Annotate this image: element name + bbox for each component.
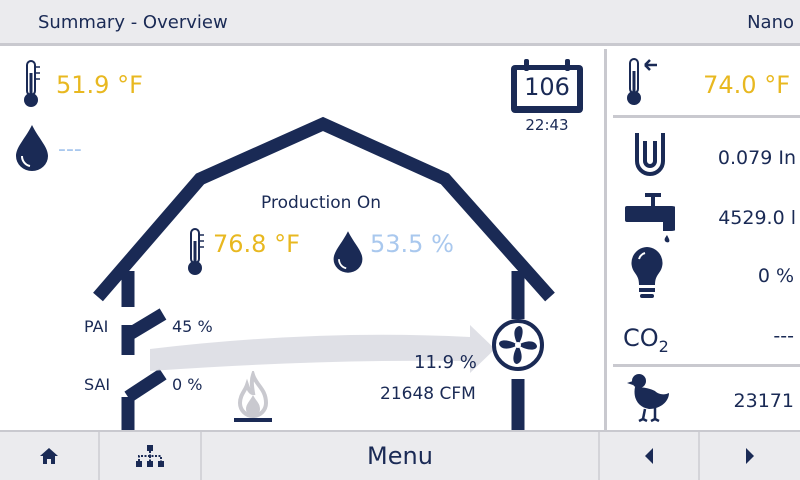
arrow-left-icon xyxy=(645,448,653,464)
water-tap-icon xyxy=(625,193,675,243)
title-bar: Summary - Overview Nano xyxy=(0,0,800,46)
sidebar: 74.0 °F 0.079 In 4529.0 l 0 % CO2 --- 23… xyxy=(607,49,800,430)
inside-thermometer-icon xyxy=(188,228,204,275)
co2-value: --- xyxy=(773,325,794,347)
light-bulb-icon xyxy=(631,247,663,298)
nav-separator xyxy=(698,432,700,480)
inside-temperature: 76.8 °F xyxy=(213,230,300,258)
barn-outline xyxy=(93,116,555,430)
menu-button[interactable]: Menu xyxy=(202,432,598,480)
bottom-navigation: Menu xyxy=(0,430,800,480)
sai-value: 0 % xyxy=(172,375,203,394)
nav-separator xyxy=(200,432,202,480)
nav-separator xyxy=(598,432,600,480)
device-name: Nano xyxy=(747,12,794,33)
calendar-icon xyxy=(511,59,583,113)
animal-count: 23171 xyxy=(733,390,794,412)
clock-time: 22:43 xyxy=(525,116,569,134)
inside-humidity: 53.5 % xyxy=(370,230,454,258)
panel-divider xyxy=(604,49,607,430)
thermometer-icon xyxy=(24,60,40,107)
airflow-cfm: 21648 CFM xyxy=(380,384,476,404)
co2-label-main: CO xyxy=(623,324,659,352)
co2-label: CO2 xyxy=(623,324,669,356)
overview-panel: 51.9 °F --- 106 22:43 Production On xyxy=(0,49,604,430)
menu-label: Menu xyxy=(367,442,433,470)
production-status: Production On xyxy=(261,193,382,213)
target-temperature: 74.0 °F xyxy=(703,71,790,99)
next-button[interactable] xyxy=(700,432,800,480)
home-button[interactable] xyxy=(0,432,98,480)
sidebar-divider xyxy=(613,115,800,118)
heater-flame-icon xyxy=(234,371,272,422)
network-icon xyxy=(136,445,164,467)
fan-icon xyxy=(492,319,544,371)
sidebar-divider xyxy=(613,364,800,367)
arrow-right-icon xyxy=(746,448,754,464)
light-intensity: 0 % xyxy=(757,265,794,287)
static-pressure: 0.079 In xyxy=(717,147,796,169)
nav-separator xyxy=(98,432,100,480)
inside-humidity-drop-icon xyxy=(333,231,363,273)
page-title: Summary - Overview xyxy=(38,12,228,33)
pai-value: 45 % xyxy=(172,317,213,336)
outside-humidity: --- xyxy=(58,137,82,162)
co2-label-sub: 2 xyxy=(658,336,669,356)
pai-label: PAI xyxy=(84,317,109,336)
day-age: 106 xyxy=(524,73,570,101)
outside-temperature: 51.9 °F xyxy=(56,71,143,99)
home-icon xyxy=(40,448,58,464)
thermometer-target-icon xyxy=(627,58,657,105)
water-consumption: 4529.0 l xyxy=(718,207,796,229)
manometer-icon xyxy=(635,133,665,176)
sai-label: SAI xyxy=(84,375,111,394)
humidity-drop-icon xyxy=(16,125,48,171)
chicken-icon xyxy=(627,374,669,423)
network-button[interactable] xyxy=(100,432,200,480)
previous-button[interactable] xyxy=(600,432,698,480)
fan-percent: 11.9 % xyxy=(414,352,477,373)
